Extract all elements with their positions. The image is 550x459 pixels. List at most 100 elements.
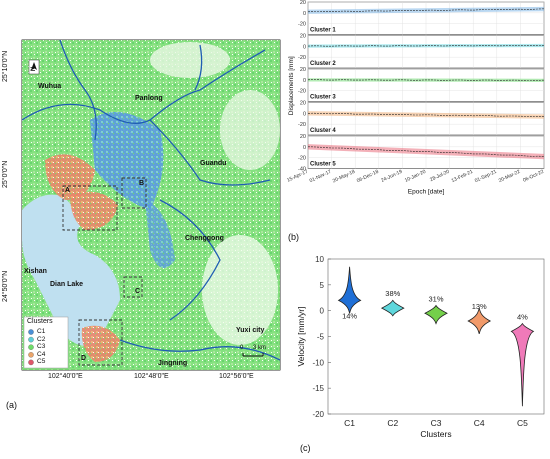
legend-swatch-c5 — [28, 359, 34, 366]
series-name-3: Cluster 3 — [310, 95, 336, 101]
box-b — [121, 177, 147, 209]
violin-y-label: Velocity [mm/yr] — [296, 307, 306, 367]
violin-c4 — [467, 307, 492, 335]
map-svg — [21, 39, 281, 371]
series-mean-line-1 — [307, 8, 545, 13]
series-name-2: Cluster 2 — [310, 61, 336, 67]
x-tick-label: 24-Jun-19 — [380, 169, 403, 184]
y-tick-label: 20 — [300, 134, 306, 140]
y-tick-label: 20 — [300, 101, 306, 107]
panel-label-c: (c) — [300, 443, 311, 453]
violin-c2 — [380, 299, 405, 317]
y-tick-label: -20 — [298, 89, 306, 95]
violin-c1 — [337, 266, 362, 314]
legend-label-c1: C1 — [37, 328, 46, 335]
violin-x-tick: C4 — [474, 418, 485, 428]
series-mean-line-4 — [307, 112, 544, 117]
y-tick-label: -20 — [298, 156, 306, 162]
lon-tick-1: 102°40'0"E — [48, 373, 83, 380]
x-tick-label: 20-May-18 — [332, 169, 356, 185]
violin-axes — [327, 258, 545, 415]
y-tick-label: -20 — [298, 122, 306, 128]
legend-swatch-c3 — [28, 344, 34, 350]
place-jingning: Jingning — [158, 360, 188, 367]
place-wuhua: Wuhua — [38, 83, 62, 90]
y-tick-label: 0 — [303, 78, 306, 84]
legend-swatch-c4 — [28, 352, 34, 358]
timeseries-panel: 20 0 -20 Cluster 1 20 0 -20 Cluster 2 20 0 -20 Clus… — [286, 0, 550, 245]
map-panel: 25°10'0"N 25°0'0"N 24°50'0"N 102°40'0"E … — [0, 0, 285, 420]
timeseries-svg: 20 0 -20 Cluster 1 20 0 -20 Cluster 2 20 0 -20 Clus… — [286, 0, 545, 196]
y-tick-label: -40 — [298, 167, 306, 173]
box-label-b: B — [139, 180, 145, 187]
place-dianlake: Dian Lake — [50, 281, 84, 288]
box-label-a: A — [65, 187, 71, 194]
x-tick-label: 01-Nov-17 — [309, 169, 333, 184]
x-tick-label: 28-Jul-20 — [429, 169, 451, 183]
legend-label-c4: C4 — [37, 350, 46, 358]
violin-y-tick: -15 — [312, 384, 324, 393]
lat-tick-3: 24°50'0"N — [2, 270, 9, 302]
series-name-1: Cluster 1 — [310, 28, 336, 34]
box-label-c: C — [135, 288, 141, 295]
place-guandu: Guandu — [200, 160, 227, 167]
scale-bar — [242, 353, 264, 357]
series-mean-line-5 — [307, 146, 545, 157]
place-chenggong: Chenggong — [185, 235, 224, 242]
series-name-5: Cluster 5 — [310, 162, 336, 168]
scale-len: 3 km — [253, 345, 267, 351]
violin-x-tick: C2 — [387, 418, 398, 428]
place-xishan: Xishan — [24, 268, 47, 275]
map-body — [22, 40, 280, 370]
panel-label-b: (b) — [288, 232, 299, 242]
map-legend-box — [23, 316, 69, 369]
violin-c3 — [424, 304, 448, 325]
lon-tick-3: 102°56'0"E — [219, 373, 254, 380]
place-yuxi: Yuxi city — [236, 327, 265, 334]
violin-svg: 10 5 0 -5 -10 -15 -20 14% C1 38% C2 31% C3 13% C4 4% C5 C… — [296, 255, 545, 439]
violin-y-tick: -10 — [312, 358, 324, 367]
north-arrow-icon — [28, 59, 40, 75]
box-c — [123, 276, 143, 298]
x-axis-label: Epoch [date] — [408, 189, 445, 196]
violin-y-tick: 10 — [315, 255, 324, 264]
legend-swatch-c1 — [28, 329, 34, 335]
violin-x-tick: C1 — [344, 418, 355, 428]
series-mean-line-3 — [307, 79, 545, 81]
x-tick-label: 06-Dec-18 — [356, 169, 380, 184]
legend-swatch-c2 — [28, 336, 34, 343]
y-tick-label: 0 — [303, 44, 306, 50]
violin-percent-c2: 38% — [385, 289, 400, 298]
violin-percent-c4: 13% — [472, 302, 487, 311]
box-d — [78, 319, 123, 366]
y-tick-label: 20 — [300, 0, 306, 6]
box-label-d: D — [81, 355, 87, 362]
violin-x-label: Clusters — [420, 429, 451, 439]
lat-tick-2: 25°0'0"N — [2, 160, 9, 188]
panel-label-a: (a) — [6, 400, 17, 410]
violin-percent-c5: 4% — [517, 312, 528, 321]
violin-c5 — [510, 322, 535, 407]
violin-y-tick: 0 — [320, 307, 325, 316]
x-tick-label: 20-Mar-22 — [498, 169, 522, 184]
series-mean-line-2 — [307, 45, 545, 47]
y-tick-label: -20 — [298, 22, 306, 28]
y-tick-label: 20 — [300, 67, 306, 73]
violin-percent-c1: 14% — [342, 311, 357, 320]
lat-tick-1: 25°10'0"N — [2, 50, 9, 82]
violin-y-tick: -5 — [317, 333, 325, 342]
legend-label-c5: C5 — [37, 358, 46, 366]
violin-x-tick: C5 — [517, 418, 528, 428]
x-tick-label: 01-Sep-21 — [474, 169, 498, 184]
place-panlong: Panlong — [135, 95, 163, 102]
violin-y-tick: -20 — [312, 410, 324, 419]
violin-panel: 10 5 0 -5 -10 -15 -20 14% C1 38% C2 31% C3 13% C4 4% C5 C… — [286, 250, 550, 459]
y-tick-label: 0 — [303, 11, 306, 17]
lon-tick-2: 102°48'0"E — [134, 373, 169, 380]
north-label: N — [31, 66, 38, 72]
legend-title: Clusters — [27, 318, 53, 325]
y-tick-label: 20 — [300, 34, 306, 40]
y-tick-label: -20 — [298, 55, 306, 61]
legend-label-c2: C2 — [37, 335, 46, 343]
y-axis-label: Displacements [mm] — [288, 56, 295, 115]
